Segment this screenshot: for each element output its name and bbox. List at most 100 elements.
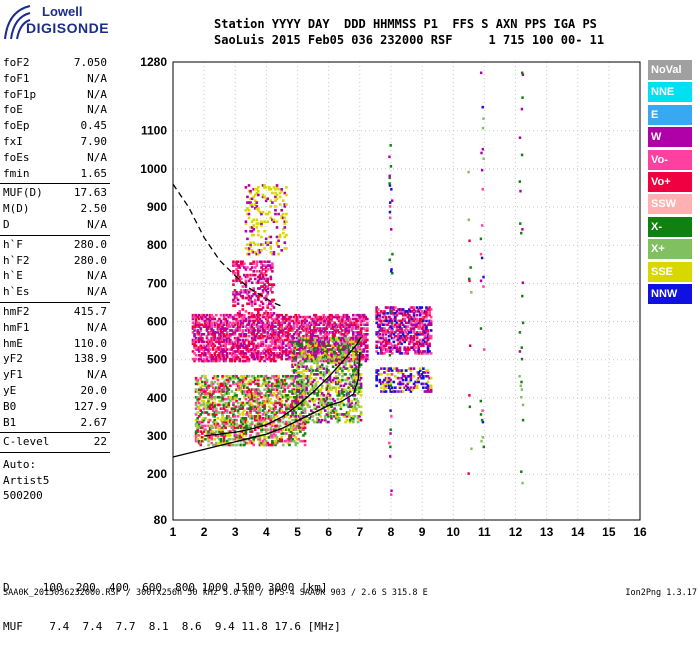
echo-point (344, 413, 347, 416)
echo-point (362, 350, 366, 353)
echo-point (386, 376, 389, 380)
echo-point (250, 397, 254, 401)
echo-point (224, 374, 227, 378)
echo-point (350, 376, 354, 380)
echo-point (257, 346, 260, 349)
echo-point (275, 437, 279, 441)
echo-point (334, 340, 338, 344)
echo-point (342, 348, 346, 351)
echo-point (211, 430, 215, 433)
echo-point (403, 369, 406, 372)
echo-point (361, 353, 364, 357)
echo-point (263, 311, 266, 315)
echo-point (257, 336, 260, 340)
echo-point (266, 386, 269, 390)
echo-point (302, 336, 305, 340)
echo-point (257, 189, 260, 193)
echo-point (348, 373, 352, 376)
echo-point (311, 411, 315, 414)
echo-point (213, 397, 217, 401)
param-value: N/A (87, 103, 107, 117)
echo-point (425, 340, 428, 344)
echo-point (269, 268, 273, 271)
echo-point (316, 352, 319, 355)
echo-point (406, 310, 410, 313)
echo-point (395, 325, 399, 328)
echo-point (266, 220, 269, 223)
echo-point (224, 317, 227, 321)
echo-point (320, 355, 324, 359)
x-tick-label: 10 (447, 525, 461, 539)
echo-point (277, 245, 280, 248)
echo-point (249, 300, 252, 304)
echo-point (249, 422, 252, 426)
echo-point (221, 323, 224, 327)
echo-point (334, 357, 338, 361)
echo-point (327, 401, 330, 405)
echo-point (359, 363, 363, 367)
echo-point (266, 212, 269, 216)
echo-point (322, 342, 326, 346)
echo-point (263, 229, 266, 233)
echo-point (280, 436, 284, 439)
echo-point (241, 294, 245, 298)
echo-point (295, 346, 299, 349)
echo-point (194, 340, 198, 344)
echo-point (216, 386, 220, 390)
echo-point (221, 353, 224, 357)
echo-point (236, 376, 240, 380)
echo-point (302, 395, 305, 399)
echo-point (272, 329, 276, 332)
echo-point (390, 352, 394, 355)
echo-point (302, 355, 305, 359)
echo-point (193, 334, 196, 338)
echo-point (213, 344, 217, 348)
echo-point (418, 338, 422, 342)
echo-point (221, 430, 224, 433)
echo-point (295, 382, 299, 386)
echo-point (213, 401, 217, 405)
echo-point (291, 374, 294, 378)
echo-point (356, 331, 360, 334)
echo-point (330, 416, 333, 420)
echo-point (338, 367, 341, 370)
echo-point (353, 394, 357, 397)
echo-point (409, 340, 413, 344)
echo-point (261, 302, 265, 306)
echo-point (271, 342, 274, 346)
echo-point (257, 422, 260, 426)
echo-point (278, 331, 282, 334)
echo-point (213, 418, 217, 422)
echo-point (339, 407, 343, 411)
echo-point (202, 319, 206, 323)
echo-point (264, 197, 268, 201)
echo-point (338, 386, 341, 390)
echo-point (201, 424, 204, 428)
echo-point (241, 392, 245, 395)
echo-point (338, 392, 341, 395)
echo-point (300, 380, 304, 384)
echo-point (414, 352, 417, 355)
echo-point (244, 401, 248, 405)
echo-point (378, 346, 382, 349)
echo-point (269, 235, 273, 239)
echo-point (236, 323, 240, 327)
echo-point (352, 420, 355, 424)
echo-point (314, 338, 318, 342)
echo-point (266, 321, 269, 325)
echo-point (269, 287, 273, 290)
echo-point (325, 397, 329, 401)
echo-point (345, 390, 349, 393)
echo-point (328, 331, 332, 334)
echo-point (253, 388, 257, 391)
echo-point (201, 395, 204, 399)
echo-point (386, 369, 389, 372)
echo-point (213, 321, 217, 325)
echo-point (299, 363, 302, 367)
echo-point (305, 403, 308, 407)
echo-point (277, 344, 280, 348)
echo-point (264, 355, 268, 359)
echo-point (264, 237, 268, 241)
param-row: C-level 22 (0, 435, 110, 451)
echo-point (302, 384, 305, 388)
